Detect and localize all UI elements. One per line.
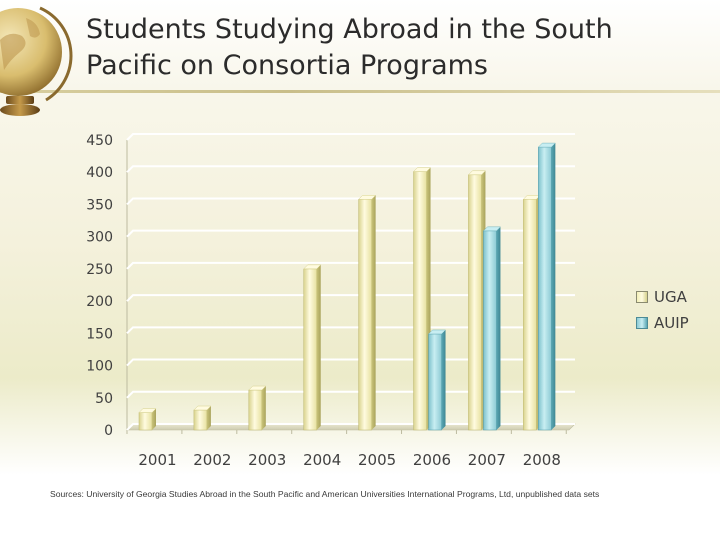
y-tick-label: 250 [86, 262, 113, 278]
bar-top [358, 195, 377, 200]
y-tick-label: 400 [86, 165, 113, 181]
x-tick-label: 2003 [248, 451, 286, 469]
bar-side [551, 143, 556, 431]
bar-side [261, 386, 266, 430]
legend-item-auip: AUIP [636, 310, 689, 336]
bar-top [537, 142, 556, 148]
bar-front [428, 333, 442, 431]
bar-front [138, 412, 153, 431]
bar-top [138, 408, 157, 413]
legend-item-uga: UGA [636, 284, 689, 310]
bar-front [468, 174, 482, 431]
bar-front [538, 146, 552, 431]
chart-grid [126, 133, 576, 434]
x-tick-label: 2006 [413, 451, 451, 469]
bar-side [316, 264, 321, 430]
gridline [126, 358, 575, 367]
x-tick-label: 2004 [303, 451, 341, 469]
y-tick-label: 50 [95, 391, 113, 407]
legend-swatch-uga [636, 291, 648, 303]
source-note: Sources: University of Georgia Studies A… [50, 489, 600, 499]
gridline [126, 229, 575, 238]
bar-uga-2005 [358, 195, 377, 431]
gridline [126, 294, 575, 302]
bar-top [412, 167, 432, 172]
gridline [126, 133, 575, 141]
x-tick-label: 2001 [138, 451, 176, 469]
bar-auip-2007 [482, 226, 502, 431]
bar-uga-2007 [467, 170, 487, 431]
bar-side [371, 195, 376, 430]
chart-bars [138, 142, 556, 431]
chart-back-wall [133, 134, 575, 424]
bar-front [193, 409, 208, 431]
globe-icon [0, 6, 73, 116]
bar-auip-2008 [537, 142, 556, 431]
gridline [126, 197, 575, 206]
y-tick-label: 100 [86, 359, 113, 375]
chart-legend: UGA AUIP [636, 284, 689, 336]
gridline [126, 326, 575, 335]
y-tick-label: 300 [86, 230, 113, 246]
title-rule [0, 90, 720, 93]
legend-label-auip: AUIP [654, 314, 689, 332]
bar-top [427, 329, 447, 335]
bar-front [248, 389, 263, 431]
gridline [126, 165, 575, 173]
y-tick-label: 450 [86, 133, 113, 149]
bar-front [413, 171, 427, 431]
bar-uga-2001 [138, 408, 157, 431]
legend-swatch-auip [636, 317, 648, 329]
legend-label-uga: UGA [654, 288, 687, 306]
y-tick-label: 0 [104, 423, 113, 439]
bar-top [193, 405, 212, 411]
bar-top [248, 385, 267, 391]
bar-uga-2006 [412, 167, 432, 431]
x-axis-ticks: 2001 2002 2003 2004 2005 2006 2007 2008 [138, 451, 561, 469]
gridline [126, 261, 575, 270]
bar-uga-2004 [303, 264, 322, 431]
bar-front [358, 199, 372, 431]
y-tick-label: 150 [86, 326, 113, 342]
bar-front [483, 230, 497, 431]
x-tick-label: 2005 [358, 451, 396, 469]
y-tick-label: 350 [86, 197, 113, 213]
y-axis-ticks: 0 50 100 150 200 250 300 350 400 450 [86, 133, 113, 439]
x-tick-label: 2007 [468, 451, 506, 469]
bar-front [523, 199, 537, 431]
bar-auip-2006 [427, 329, 447, 431]
y-tick-label: 200 [86, 294, 113, 310]
bar-side [206, 406, 211, 430]
bar-top [467, 170, 487, 176]
bar-top [482, 226, 502, 232]
x-tick-label: 2002 [193, 451, 231, 469]
bar-side [496, 226, 501, 430]
bar-side [441, 329, 446, 430]
bar-top [303, 264, 322, 270]
bar-front [303, 268, 317, 431]
x-tick-label: 2008 [523, 451, 561, 469]
bar-uga-2008 [522, 195, 541, 431]
bar-uga-2002 [193, 405, 212, 431]
title-band [0, 0, 720, 90]
bar-side [152, 408, 156, 430]
page-title: Students Studying Abroad in the South Pa… [86, 14, 613, 81]
bar-uga-2003 [248, 385, 267, 431]
gridline [126, 390, 575, 399]
